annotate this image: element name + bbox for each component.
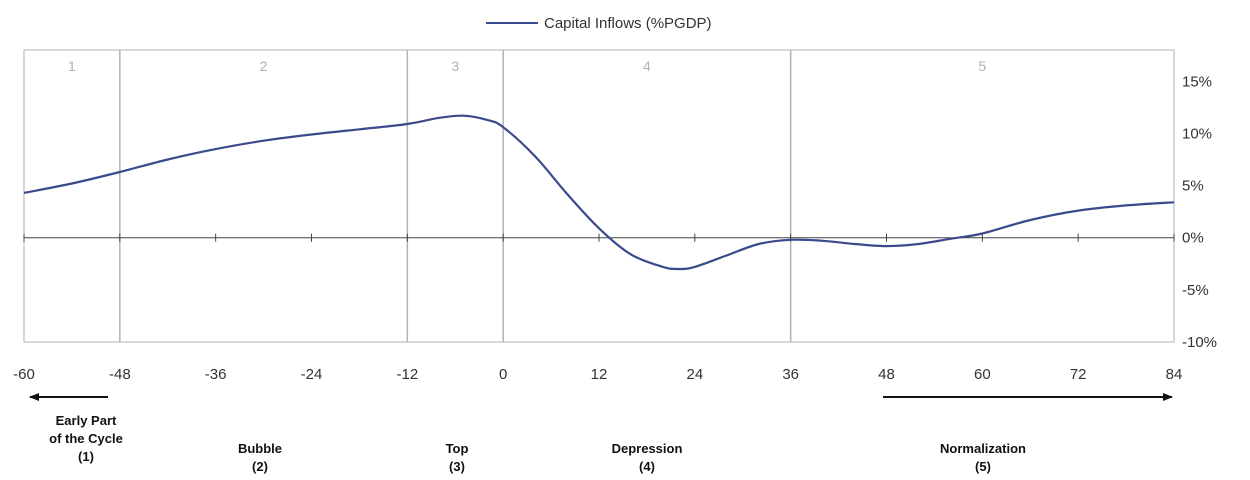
phase-number: 4 <box>643 58 651 74</box>
x-tick-label: -48 <box>109 366 131 383</box>
stage-bubble-line1: Bubble <box>237 441 283 456</box>
stage-early-line2: of the Cycle <box>49 431 123 446</box>
phase-numbers: 1 2 3 4 5 <box>68 58 986 74</box>
stage-normalization-line2: (5) <box>975 459 991 474</box>
stage-depression-label: Depression (4) <box>577 440 717 476</box>
x-tick-label: 48 <box>878 366 895 383</box>
phase-dividers <box>119 50 792 342</box>
phase-number: 3 <box>451 58 459 74</box>
x-tick-label: 0 <box>499 366 507 383</box>
phase-number: 1 <box>68 58 76 74</box>
stage-top-label: Top (3) <box>397 440 517 476</box>
x-tick-label: 60 <box>974 366 991 383</box>
stage-normalization-label: Normalization (5) <box>903 440 1063 476</box>
stage-early-label: Early Part of the Cycle (1) <box>26 412 146 466</box>
y-tick-label: -5% <box>1182 282 1209 299</box>
stage-depression-line1: Depression <box>611 441 683 456</box>
x-tick-label: 84 <box>1166 366 1183 383</box>
x-tick-label: -12 <box>396 366 418 383</box>
x-tick-label: 36 <box>782 366 799 383</box>
phase-number: 5 <box>978 58 986 74</box>
legend-label: Capital Inflows (%PGDP) <box>544 15 712 32</box>
y-tick-label: 15% <box>1182 73 1212 90</box>
y-tick-label: 5% <box>1182 178 1204 195</box>
y-tick-label: 10% <box>1182 125 1212 142</box>
tick-labels: -60 -48 -36 -24 -12 0 12 24 36 48 60 72 84 15% 10% 5% 0%… <box>13 73 1217 383</box>
stage-early-line1: Early Part <box>55 413 117 428</box>
series-lines <box>23 114 1175 271</box>
stage-top-line1: Top <box>445 441 469 456</box>
phase-number: 2 <box>260 58 268 74</box>
x-tick-label: 12 <box>591 366 608 383</box>
zero-axis <box>23 233 1175 242</box>
x-tick-label: 24 <box>686 366 703 383</box>
stage-early-line3: (1) <box>78 449 94 464</box>
x-tick-label: -24 <box>301 366 323 383</box>
stage-depression-line2: (4) <box>639 459 655 474</box>
stage-top-line2: (3) <box>449 459 465 474</box>
stage-bubble-line2: (2) <box>252 459 268 474</box>
plot-frame <box>23 49 1175 343</box>
x-tick-label: -60 <box>13 366 35 383</box>
y-tick-label: 0% <box>1182 230 1204 247</box>
stage-normalization-line1: Normalization <box>940 441 1026 456</box>
legend: Capital Inflows (%PGDP) <box>486 15 712 32</box>
series-line <box>23 114 1175 271</box>
x-tick-label: -36 <box>205 366 227 383</box>
y-tick-label: -10% <box>1182 334 1217 351</box>
x-tick-label: 72 <box>1070 366 1087 383</box>
stage-bubble-label: Bubble (2) <box>200 440 320 476</box>
